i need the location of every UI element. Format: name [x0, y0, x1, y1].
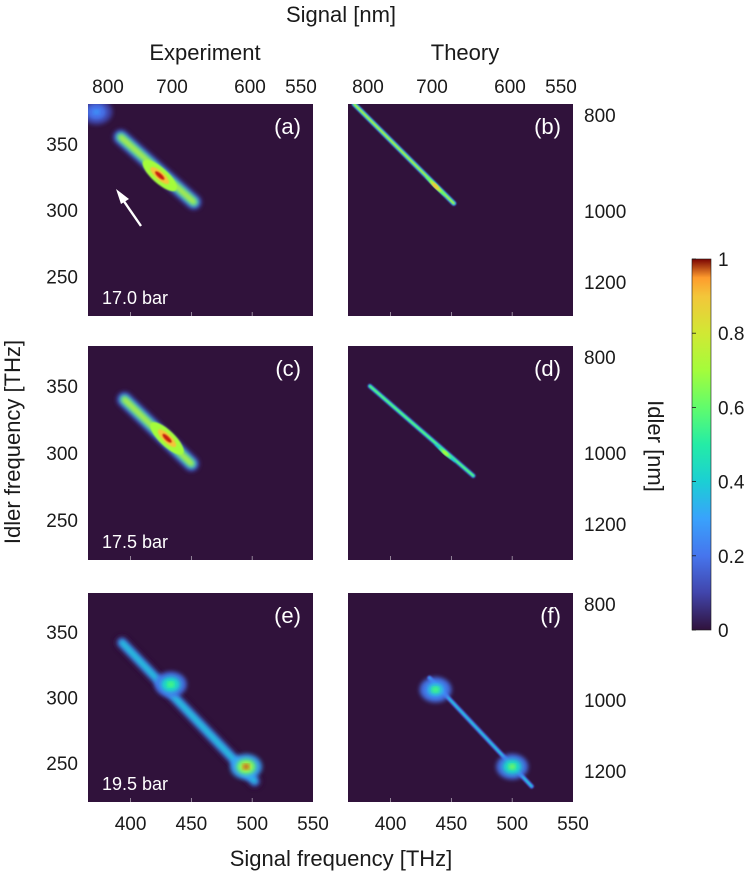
panel-a: (a) 17.0 bar: [88, 104, 313, 316]
colorbar-tick-label: 0.2: [718, 547, 744, 568]
column-title-experiment: Experiment: [149, 40, 260, 65]
pressure-label: 19.5 bar: [102, 774, 168, 794]
signal-nm-tick: 600: [494, 77, 526, 98]
y-tick-label: 350: [46, 135, 78, 156]
signal-nm-tick: 550: [545, 77, 577, 98]
panel-label: (c): [275, 356, 301, 381]
panel-background: [348, 104, 573, 316]
panel-background: [348, 593, 573, 802]
signal-nm-tick: 600: [234, 77, 266, 98]
x-tick-label: 400: [375, 814, 407, 835]
colorbar-tick-label: 0.6: [718, 398, 744, 419]
idler-nm-tick: 1200: [584, 515, 626, 536]
colorbar-ticks: 1 0.8 0.6 0.4 0.2 0: [692, 250, 745, 642]
panel-label: (d): [534, 356, 561, 381]
idler-nm-tick: 1200: [584, 762, 626, 783]
x-tick-label: 400: [115, 814, 147, 835]
signal-nm-title: Signal [nm]: [286, 2, 396, 27]
panel-background: [348, 346, 573, 560]
panel-d: (d): [348, 346, 573, 560]
signal-nm-tick: 800: [92, 77, 124, 98]
y-tick-label: 250: [46, 267, 78, 288]
y-tick-label: 350: [46, 623, 78, 644]
hot-spot: [93, 109, 100, 115]
y-tick-label: 250: [46, 754, 78, 775]
colorbar-tick-label: 1: [718, 250, 729, 271]
signal-nm-tick: 800: [352, 77, 384, 98]
pressure-label: 17.5 bar: [102, 532, 168, 552]
idler-nm-tick: 1000: [584, 691, 626, 712]
ridge-peak: [162, 433, 172, 443]
column-title-theory: Theory: [431, 40, 499, 65]
idler-nm-tick: 800: [584, 348, 616, 369]
x-tick-label: 450: [176, 814, 208, 835]
hot-spot: [509, 764, 516, 770]
signal-nm-tick: 550: [285, 77, 317, 98]
panel-background: [88, 593, 313, 802]
x-tick-label: 500: [236, 814, 268, 835]
y-tick-label: 300: [46, 201, 78, 222]
right-y-axis-label: Idler [nm]: [643, 400, 668, 492]
ridge-peak: [432, 183, 439, 190]
hot-spot: [432, 687, 439, 693]
panel-label: (a): [274, 114, 301, 139]
arrow-annotation: [116, 189, 142, 227]
x-tick-label: 450: [436, 814, 468, 835]
panel-background: [88, 346, 313, 560]
x-tick-label: 500: [496, 814, 528, 835]
y-axis-label: Idler frequency [THz]: [0, 340, 25, 544]
y-tick-label: 300: [46, 444, 78, 465]
panel-b: (b): [348, 104, 573, 316]
y-tick-label: 350: [46, 377, 78, 398]
ridge-layer: [369, 385, 475, 477]
panel-label: (e): [274, 603, 301, 628]
colorbar: [691, 258, 712, 631]
colorbar-tick-label: 0.8: [718, 324, 744, 345]
ridge-peak: [155, 171, 165, 180]
y-tick-label: 300: [46, 689, 78, 710]
ticks-group: 400 450 500 550 800 700 600 550 400 450 500 550 800 7…: [46, 77, 626, 835]
x-tick-label: 550: [297, 814, 329, 835]
panel-e: (e) 19.5 bar: [88, 593, 313, 802]
idler-nm-tick: 1200: [584, 273, 626, 294]
idler-nm-tick: 800: [584, 595, 616, 616]
panels-group: (a)17.0 bar(b)(c)17.5 bar(d)(e)19.5 bar(…: [88, 104, 573, 802]
hot-spot: [243, 764, 250, 770]
hot-spot: [167, 682, 174, 687]
idler-nm-tick: 800: [584, 106, 616, 127]
panel-c: (c) 17.5 bar: [88, 346, 313, 560]
signal-nm-tick: 700: [416, 77, 448, 98]
x-axis-label: Signal frequency [THz]: [230, 846, 453, 871]
ridge-peak: [442, 450, 449, 456]
y-tick-label: 250: [46, 511, 78, 532]
pressure-label: 17.0 bar: [102, 288, 168, 308]
panel-f: (f): [348, 593, 573, 802]
signal-nm-tick: 700: [156, 77, 188, 98]
idler-nm-tick: 1000: [584, 202, 626, 223]
x-tick-label: 550: [557, 814, 589, 835]
idler-nm-tick: 1000: [584, 444, 626, 465]
panel-label: (b): [534, 114, 561, 139]
panel-label: (f): [540, 603, 561, 628]
ridge-layer: [120, 640, 257, 784]
colorbar-tick-label: 0.4: [718, 473, 745, 494]
colorbar-tick-label: 0: [718, 621, 729, 642]
